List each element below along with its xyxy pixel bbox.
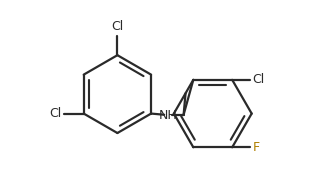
Text: NH: NH: [158, 109, 177, 122]
Text: Cl: Cl: [111, 20, 124, 33]
Text: F: F: [253, 141, 260, 154]
Text: Cl: Cl: [49, 107, 61, 120]
Text: Cl: Cl: [253, 73, 265, 86]
